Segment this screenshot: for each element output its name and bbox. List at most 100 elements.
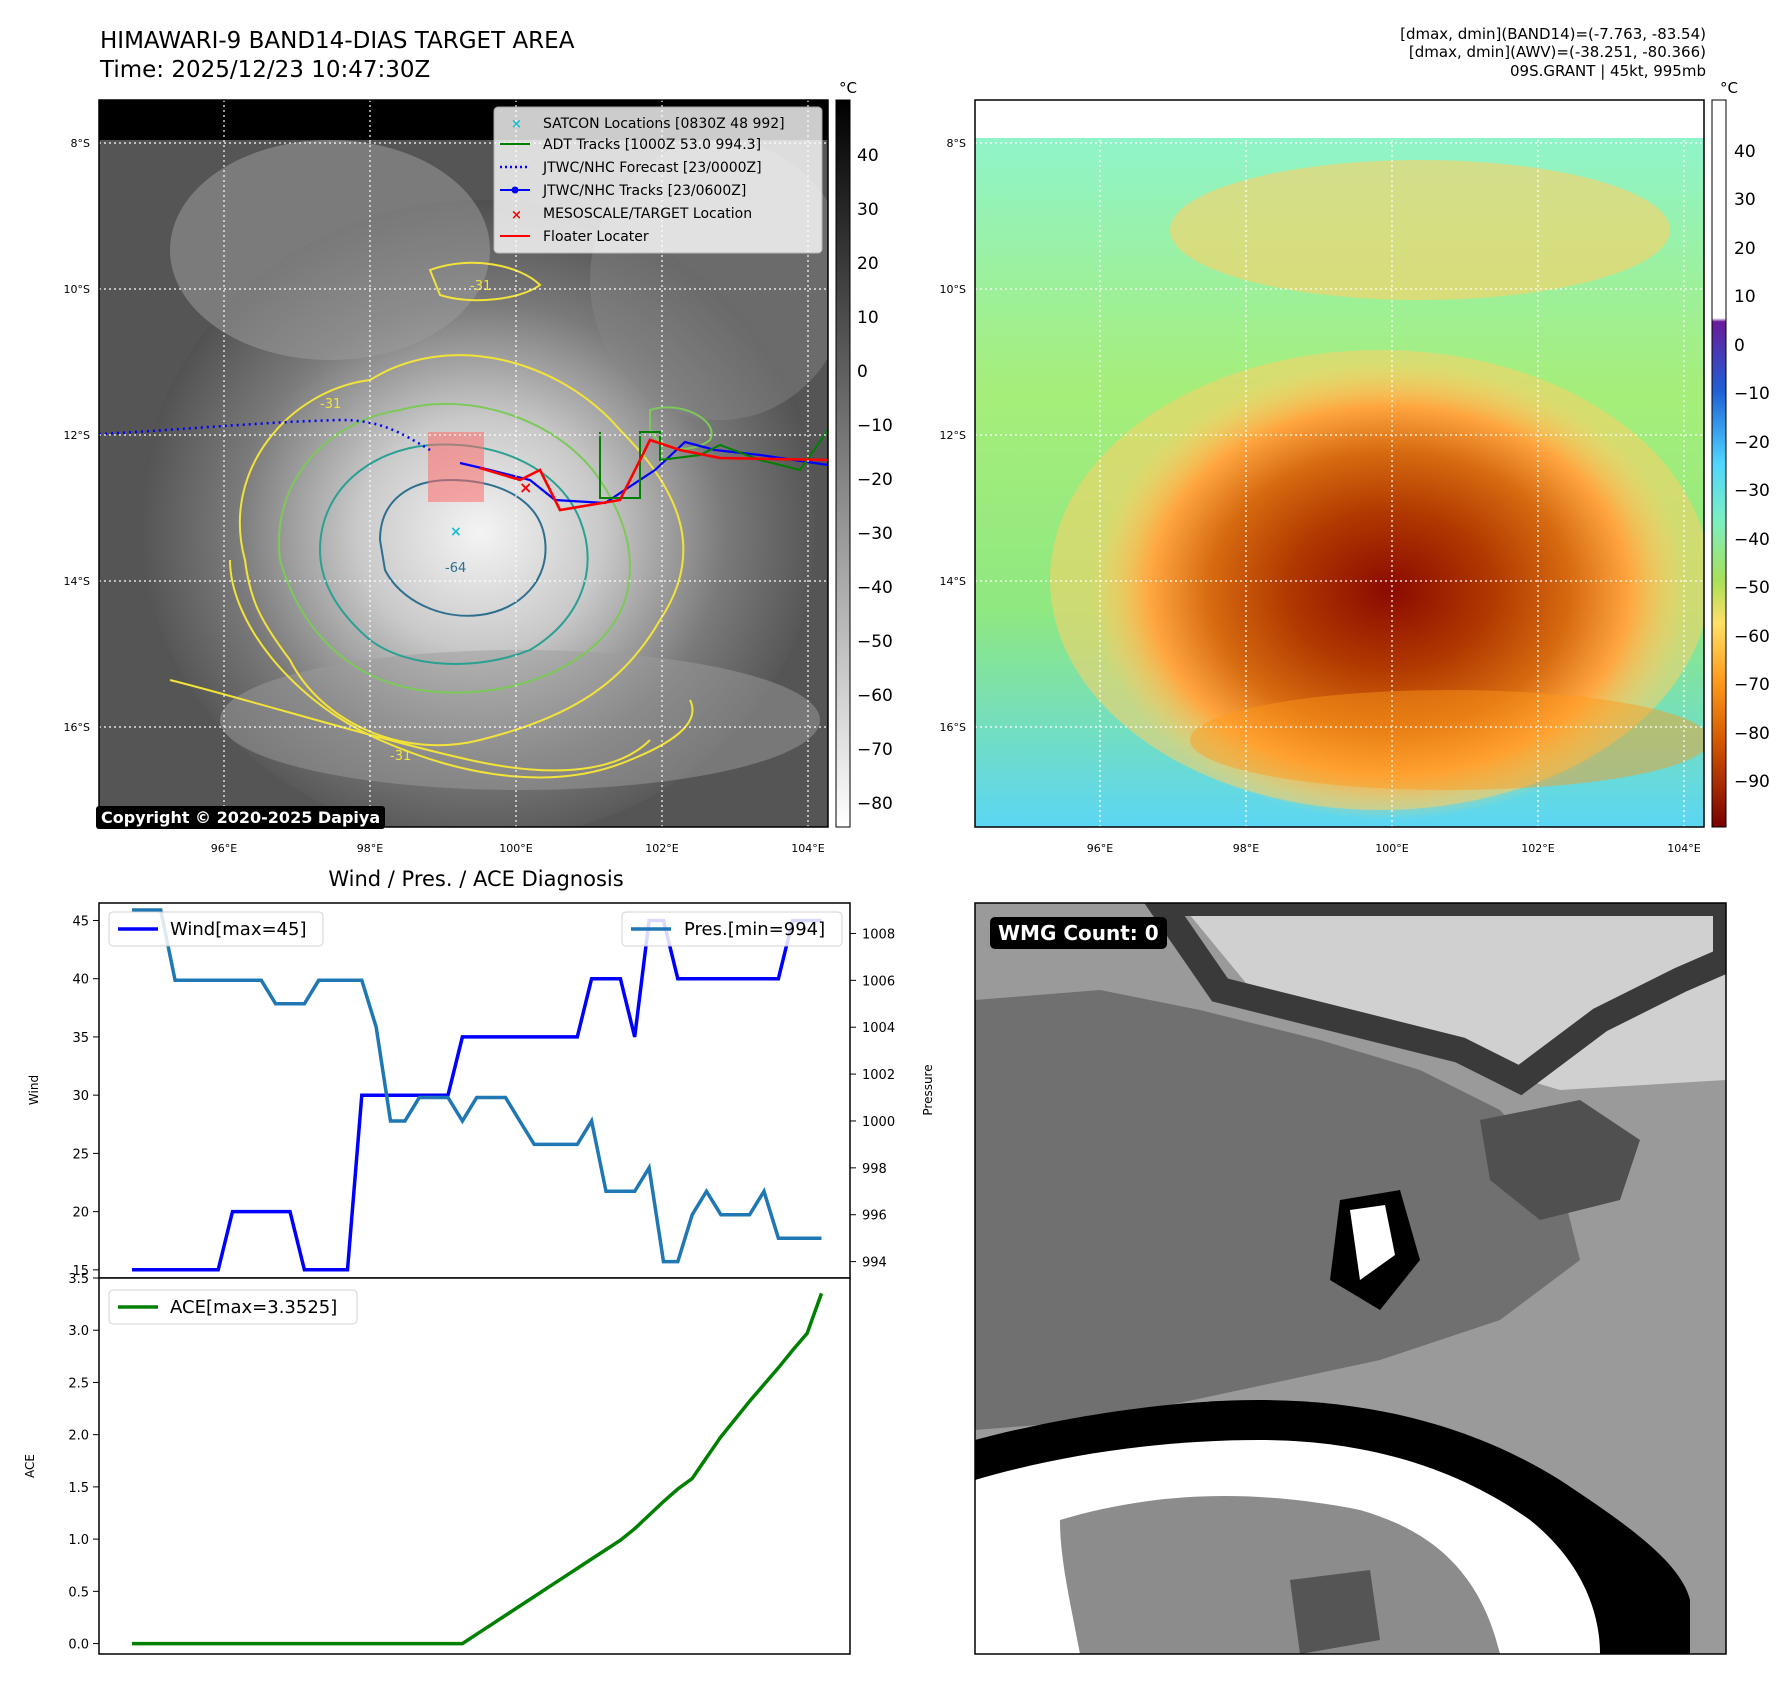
pressure-tick-label: 994 bbox=[862, 1256, 887, 1271]
ace-legend: ACE[max=3.3525] bbox=[108, 1289, 358, 1325]
target-marker: × bbox=[519, 478, 532, 497]
wmg-mid-gray bbox=[975, 990, 1580, 1430]
cbc-tick-5: −10 bbox=[1734, 384, 1770, 404]
cbg-tick-3: 10 bbox=[857, 308, 879, 328]
contour-label-3: -64 bbox=[445, 561, 466, 576]
ace-tick-label: 3.0 bbox=[68, 1324, 89, 1339]
floater-track bbox=[479, 438, 828, 512]
wmg-count-badge: WMG Count: 0 bbox=[990, 917, 1167, 949]
info-storm: 09S.GRANT | 45kt, 995mb bbox=[1509, 62, 1706, 80]
pressure-legend-box bbox=[621, 911, 843, 947]
cbc-tick-1: 30 bbox=[1734, 190, 1756, 210]
colorbar-gray-ticks: 40 30 20 10 0 −10 −20 −30 −40 −50 −60 −7… bbox=[857, 146, 893, 814]
cbc-tick-7: −30 bbox=[1734, 481, 1770, 501]
wind-series-line bbox=[132, 918, 822, 1272]
colorbar-gray-unit: °C bbox=[839, 79, 857, 97]
wind-axis-label: Wind bbox=[27, 1075, 41, 1105]
cbc-tick-13: −90 bbox=[1734, 772, 1770, 792]
wmg-frame bbox=[974, 902, 1727, 1655]
cbc-tick-4: 0 bbox=[1734, 336, 1745, 356]
info-dmax-awv: [dmax, dmin](AWV)=(-38.251, -80.366) bbox=[1408, 43, 1706, 61]
color-frame bbox=[974, 99, 1705, 828]
ir-cloud-band bbox=[170, 140, 490, 360]
contour-outer bbox=[238, 354, 685, 747]
wind-tick-label: 30 bbox=[72, 1089, 89, 1104]
adt-track bbox=[599, 429, 828, 499]
col-lat-12: 12°S bbox=[940, 429, 966, 442]
wind-pressure-frame bbox=[98, 902, 851, 1279]
wind-tick-label: 40 bbox=[72, 973, 89, 988]
info-dmax-band14: [dmax, dmin](BAND14)=(-7.763, -83.54) bbox=[1400, 25, 1706, 43]
pressure-series-line bbox=[132, 908, 822, 1264]
col-lat-8: 8°S bbox=[947, 137, 966, 150]
wmg-dark-patch bbox=[1480, 1100, 1640, 1220]
legend-item-jtwc: JTWC/NHC Tracks [23/0600Z] bbox=[542, 183, 746, 199]
colorbar-gray: °C 40 30 20 10 0 −10 −20 −30 −40 −50 −60… bbox=[835, 79, 893, 828]
pressure-tick-label: 1002 bbox=[862, 1068, 895, 1083]
wmg-inner-gray bbox=[1060, 1496, 1500, 1654]
legend-item-target: MESOSCALE/TARGET Location bbox=[543, 206, 752, 222]
cbg-tick-5: −10 bbox=[857, 416, 893, 436]
contour-label-2: -31 bbox=[320, 397, 341, 412]
col-lon-104: 104°E bbox=[1667, 842, 1700, 855]
wind-tick-label: 20 bbox=[72, 1206, 89, 1221]
contour-inner bbox=[318, 443, 589, 665]
legend-item-floater: Floater Locater bbox=[543, 229, 649, 245]
diagnosis-title: Wind / Pres. / ACE Diagnosis bbox=[328, 867, 623, 891]
contour-label-4: -31 bbox=[390, 749, 411, 764]
ir-lon-100: 100°E bbox=[499, 842, 532, 855]
cbg-tick-1: 30 bbox=[857, 200, 879, 220]
ace-tick-label: 0.5 bbox=[68, 1585, 89, 1600]
color-storm-core bbox=[1090, 360, 1690, 820]
legend-symbol-satcon: × bbox=[511, 117, 522, 132]
colorbar-color-bar bbox=[1711, 99, 1727, 828]
contour-mid bbox=[277, 402, 631, 694]
legend-box bbox=[493, 106, 823, 254]
col-lon-96: 96°E bbox=[1087, 842, 1113, 855]
contour-outer-band bbox=[229, 559, 694, 779]
color-gridlines bbox=[975, 100, 1704, 827]
ir-lat-8: 8°S bbox=[71, 137, 90, 150]
col-lat-14: 14°S bbox=[940, 575, 966, 588]
colorbar-color-ticks: 40 30 20 10 0 −10 −20 −30 −40 −50 −60 −7… bbox=[1734, 142, 1770, 792]
cbg-tick-2: 20 bbox=[857, 254, 879, 274]
col-lon-98: 98°E bbox=[1233, 842, 1259, 855]
ace-tick-label: 1.0 bbox=[68, 1533, 89, 1548]
wmg-panel bbox=[975, 903, 1726, 1654]
ace-tick-label: 1.5 bbox=[68, 1481, 89, 1496]
ir-lon-104: 104°E bbox=[791, 842, 824, 855]
cbg-tick-12: −80 bbox=[857, 794, 893, 814]
colorbar-color: °C 40 30 20 10 0 −10 −20 −30 −40 −50 −60… bbox=[1711, 79, 1770, 828]
ace-axis-label: ACE bbox=[23, 1454, 37, 1478]
wind-tick-label: 15 bbox=[72, 1264, 89, 1279]
ace-tick-label: 2.5 bbox=[68, 1376, 89, 1391]
contour-label-1: -31 bbox=[470, 279, 491, 294]
wind-tick-label: 25 bbox=[72, 1147, 89, 1162]
ir-lat-10: 10°S bbox=[64, 283, 90, 296]
legend-symbol-target: × bbox=[511, 208, 522, 223]
wind-pressure-chart: 15 20 25 30 35 40 45 994 996 998 1000 1002 1004 1006 1… bbox=[72, 908, 895, 1279]
ace-frame bbox=[98, 1277, 851, 1655]
cbc-tick-10: −60 bbox=[1734, 627, 1770, 647]
ir-lon-98: 98°E bbox=[357, 842, 383, 855]
pressure-tick-label: 996 bbox=[862, 1209, 887, 1224]
pressure-tick-label: 1006 bbox=[862, 974, 895, 989]
wmg-dark-band-north bbox=[1144, 903, 1726, 1096]
ir-lat-16: 16°S bbox=[64, 721, 90, 734]
main-title: HIMAWARI-9 BAND14-DIAS TARGET AREA bbox=[100, 28, 575, 54]
forecast-track bbox=[99, 418, 431, 452]
cbg-tick-8: −40 bbox=[857, 578, 893, 598]
legend-item-adt: ADT Tracks [1000Z 53.0 994.3] bbox=[543, 137, 761, 153]
col-lat-10: 10°S bbox=[940, 283, 966, 296]
wind-tick-label: 45 bbox=[72, 914, 89, 929]
contour-north-cell bbox=[428, 261, 542, 302]
cbg-tick-0: 40 bbox=[857, 146, 879, 166]
cbg-tick-11: −70 bbox=[857, 740, 893, 760]
cbg-tick-10: −60 bbox=[857, 686, 893, 706]
ir-map-panel: -31 -31 -64 -31 × × bbox=[99, 100, 828, 827]
satcon-marker: × bbox=[450, 524, 462, 540]
pressure-legend: Pres.[min=994] bbox=[621, 911, 843, 947]
main-time: Time: 2025/12/23 10:47:30Z bbox=[100, 57, 431, 83]
cbc-tick-0: 40 bbox=[1734, 142, 1756, 162]
